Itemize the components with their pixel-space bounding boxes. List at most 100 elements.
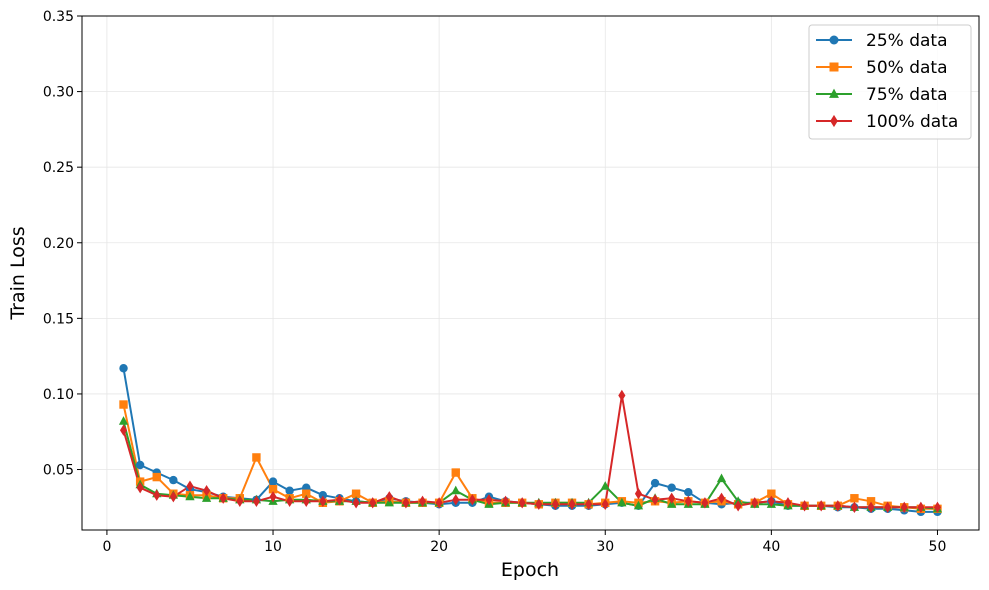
data-point-series-4 xyxy=(485,494,493,506)
legend-label: 50% data xyxy=(866,58,947,78)
series-line-3 xyxy=(122,420,938,510)
data-point-series-4 xyxy=(734,500,742,512)
x-tick-label: 50 xyxy=(929,539,947,555)
y-tick-label: 0.15 xyxy=(43,311,74,327)
x-tick-label: 40 xyxy=(762,539,780,555)
series-line-4 xyxy=(122,394,938,509)
legend-marker xyxy=(829,88,839,98)
series-line-2 xyxy=(122,404,938,510)
data-point-series-4 xyxy=(767,495,775,507)
data-point-series-4 xyxy=(269,491,277,503)
legend: 25% data 50% data 75% data 100% data xyxy=(808,24,972,140)
data-point-series-3 xyxy=(201,493,212,502)
data-point-series-4 xyxy=(834,500,842,512)
plot-frame xyxy=(81,15,980,531)
legend-marker xyxy=(830,114,838,128)
data-point-series-3 xyxy=(185,491,195,501)
data-point-series-4 xyxy=(618,389,626,402)
data-point-series-4 xyxy=(518,497,526,509)
x-tick-label: 30 xyxy=(596,539,614,555)
y-axis-label: Train Loss xyxy=(7,226,29,320)
data-point-series-1 xyxy=(318,491,328,500)
data-point-series-4 xyxy=(535,498,543,510)
data-point-series-4 xyxy=(319,495,327,507)
data-point-series-4 xyxy=(385,491,393,503)
legend-box xyxy=(808,24,972,140)
y-tick-label: 0.30 xyxy=(43,85,74,101)
data-point-series-1 xyxy=(667,483,676,492)
data-point-series-3 xyxy=(633,500,644,510)
data-point-series-4 xyxy=(435,497,443,509)
data-point-series-4 xyxy=(468,494,476,506)
data-point-series-3 xyxy=(118,416,129,425)
y-tick-label: 0.10 xyxy=(43,387,74,403)
data-point-series-4 xyxy=(717,492,726,504)
legend-label: 75% data xyxy=(866,85,947,105)
data-point-series-4 xyxy=(900,501,908,513)
data-point-series-2 xyxy=(767,489,776,498)
data-point-series-4 xyxy=(867,501,875,513)
data-point-series-2 xyxy=(351,489,361,498)
data-point-series-2 xyxy=(252,453,261,462)
data-point-series-1 xyxy=(285,486,294,495)
series-markers xyxy=(118,364,943,517)
data-point-series-4 xyxy=(917,501,925,513)
data-point-series-4 xyxy=(884,501,892,513)
data-point-series-4 xyxy=(169,491,177,503)
data-point-series-4 xyxy=(352,497,360,509)
data-point-series-4 xyxy=(601,498,609,510)
legend-marker xyxy=(829,62,839,72)
data-point-series-2 xyxy=(850,494,859,503)
x-tick-label: 10 xyxy=(264,539,282,555)
data-point-series-4 xyxy=(186,480,194,492)
y-tick-label: 0.35 xyxy=(43,9,74,25)
data-point-series-4 xyxy=(502,495,510,507)
data-point-series-4 xyxy=(302,495,310,507)
data-point-series-3 xyxy=(451,485,461,495)
series-line-1 xyxy=(122,368,938,513)
data-point-series-4 xyxy=(369,497,377,509)
legend-items: 25% data 50% data 75% data 100% data xyxy=(816,31,958,132)
data-point-series-4 xyxy=(203,485,211,497)
data-point-series-1 xyxy=(650,478,660,488)
data-point-series-4 xyxy=(153,489,161,501)
data-point-series-4 xyxy=(634,488,643,500)
series-lines xyxy=(122,368,938,513)
data-point-series-1 xyxy=(268,477,278,486)
x-tick-label: 0 xyxy=(102,539,111,555)
data-point-series-4 xyxy=(236,495,244,507)
data-point-series-4 xyxy=(286,495,294,507)
x-axis-label: Epoch xyxy=(501,559,559,581)
data-point-series-4 xyxy=(933,501,942,513)
data-point-series-4 xyxy=(418,495,427,507)
data-point-series-4 xyxy=(801,500,809,512)
data-point-series-4 xyxy=(684,495,692,507)
data-point-series-1 xyxy=(169,475,178,485)
data-point-series-4 xyxy=(751,497,759,509)
data-point-series-4 xyxy=(668,492,676,504)
y-tick-label: 0.05 xyxy=(43,463,74,479)
data-point-series-4 xyxy=(817,500,825,512)
data-point-series-4 xyxy=(784,497,792,509)
data-point-series-2 xyxy=(268,484,278,494)
data-point-series-4 xyxy=(568,498,576,510)
y-tick-label: 0.20 xyxy=(43,236,74,252)
data-point-series-4 xyxy=(252,495,260,507)
data-point-series-4 xyxy=(585,498,593,510)
data-point-series-3 xyxy=(716,473,727,483)
legend-marker xyxy=(829,35,839,45)
axis-ticks: 0 10 20 30 40 50 0.05 0.10 0.15 0.20 0.25 0.30 0.35 xyxy=(43,9,947,555)
data-point-series-4 xyxy=(850,501,858,513)
legend-label: 100% data xyxy=(866,112,958,132)
data-point-series-2 xyxy=(152,472,161,482)
data-point-series-4 xyxy=(402,497,410,509)
data-point-series-1 xyxy=(684,488,693,497)
legend-label: 25% data xyxy=(866,31,947,51)
data-point-series-2 xyxy=(119,400,128,409)
data-point-series-3 xyxy=(617,497,627,507)
data-point-series-3 xyxy=(600,481,610,490)
data-point-series-4 xyxy=(551,498,559,510)
data-point-series-2 xyxy=(451,468,460,477)
